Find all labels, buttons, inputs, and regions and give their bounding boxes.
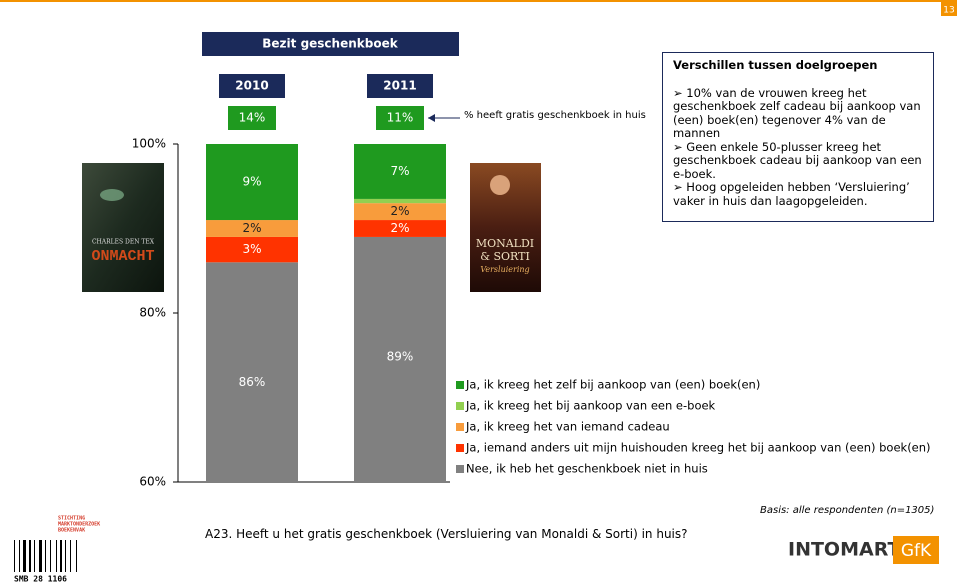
legend-label: Ja, iemand anders uit mijn huishouden kr… [465, 441, 931, 455]
bar-stripe [34, 540, 35, 572]
value-label: 3% [242, 242, 261, 256]
bar-stripe [56, 540, 57, 572]
x-category: 2010 [235, 79, 268, 93]
bar-stripe [60, 540, 62, 572]
legend-label: Ja, ik kreeg het zelf bij aankoop van (e… [465, 378, 760, 392]
y-tick-label: 80% [139, 306, 166, 320]
bar-segment [354, 199, 446, 203]
logo: INTOMART [788, 539, 900, 561]
bullet: ➢ Geen enkele 50-plusser kreeg het gesch… [673, 141, 923, 182]
book-author: MONALDI [476, 237, 534, 250]
barcode [14, 540, 77, 572]
bar-stripe [70, 540, 71, 572]
bar-stripe [23, 540, 26, 572]
bar-stripe [45, 540, 46, 572]
bar-stripe [39, 540, 42, 572]
bar-stripe [50, 540, 51, 572]
bar-segment [206, 262, 298, 482]
bar-stripe [65, 540, 66, 572]
value-label: 2% [242, 221, 261, 235]
legend-label: Ja, ik kreeg het bij aankoop van een e-b… [465, 399, 716, 413]
book-face [490, 175, 510, 195]
bullets: ➢ 10% van de vrouwen kreeg het geschenkb… [673, 87, 923, 209]
legend-swatch [456, 465, 464, 473]
book-author: & SORTI [480, 250, 530, 263]
legend-swatch [456, 402, 464, 410]
value-label: 2% [390, 204, 409, 218]
legend-label: Ja, ik kreeg het van iemand cadeau [465, 420, 670, 434]
bar-stripe [14, 540, 15, 572]
book-eye [100, 189, 124, 201]
bar-stripe [19, 540, 20, 572]
value-label: 7% [390, 164, 409, 178]
smb-code: SMB 28 1106 [14, 575, 67, 584]
legend-swatch [456, 381, 464, 389]
value-label: 9% [242, 175, 261, 189]
book-author: CHARLES DEN TEX [92, 239, 155, 246]
legend-swatch [456, 423, 464, 431]
bar-stripe [29, 540, 31, 572]
y-tick-label: 60% [139, 475, 166, 489]
logo-gfk: GfK [901, 541, 932, 561]
x-category: 2011 [383, 79, 416, 93]
bullet: ➢ 10% van de vrouwen kreeg het geschenkb… [673, 87, 923, 141]
annotation-value: 11% [387, 111, 414, 125]
smb-line: BOEKENVAK [58, 528, 85, 534]
book-title: Versluiering [480, 265, 529, 274]
slide: 13 Bezit geschenkboek CHARLES DEN TEX ON… [0, 0, 957, 585]
question: A23. Heeft u het gratis geschenkboek (Ve… [205, 527, 688, 541]
chart-title: Bezit geschenkboek [262, 37, 398, 51]
book-title: ONMACHT [91, 248, 154, 265]
legend-label: Nee, ik heb het geschenkboek niet in hui… [466, 462, 708, 476]
bullet: ➢ Hoog opgeleiden hebben ‘Versluiering’ … [673, 181, 923, 208]
value-label: 86% [239, 375, 266, 389]
arrow-head [428, 114, 435, 122]
info-box: Verschillen tussen doelgroepen ➢ 10% van… [662, 52, 934, 222]
annotation-value: 14% [239, 111, 266, 125]
value-label: 89% [387, 349, 414, 363]
book-left [82, 163, 164, 292]
legend-swatch [456, 444, 464, 452]
basis: Basis: alle respondenten (n=1305) [760, 505, 934, 516]
bar-stripe [76, 540, 77, 572]
y-tick-label: 100% [132, 137, 166, 151]
box-title: Verschillen tussen doelgroepen [673, 59, 923, 73]
page-number: 13 [943, 6, 954, 16]
annotation-text: % heeft gratis geschenkboek in huis [464, 110, 646, 121]
value-label: 2% [390, 221, 409, 235]
